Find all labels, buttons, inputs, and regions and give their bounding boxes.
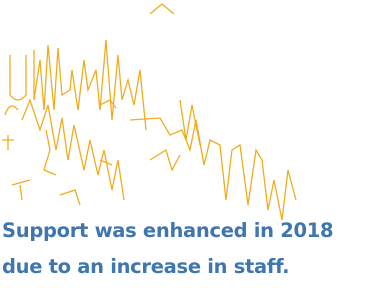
scribble-stroke	[5, 100, 124, 200]
caption-line: due to an increase in staff.	[2, 249, 333, 285]
scribble-stroke	[34, 40, 146, 130]
caption: Support was enhanced in 2018 due to an i…	[2, 213, 333, 285]
caret-stroke	[150, 4, 174, 14]
page: Support was enhanced in 2018 due to an i…	[0, 0, 391, 295]
scribble-stroke	[130, 118, 296, 220]
caption-line: Support was enhanced in 2018	[2, 213, 333, 249]
letter-stroke	[10, 55, 26, 100]
scribble-stroke	[2, 100, 200, 150]
